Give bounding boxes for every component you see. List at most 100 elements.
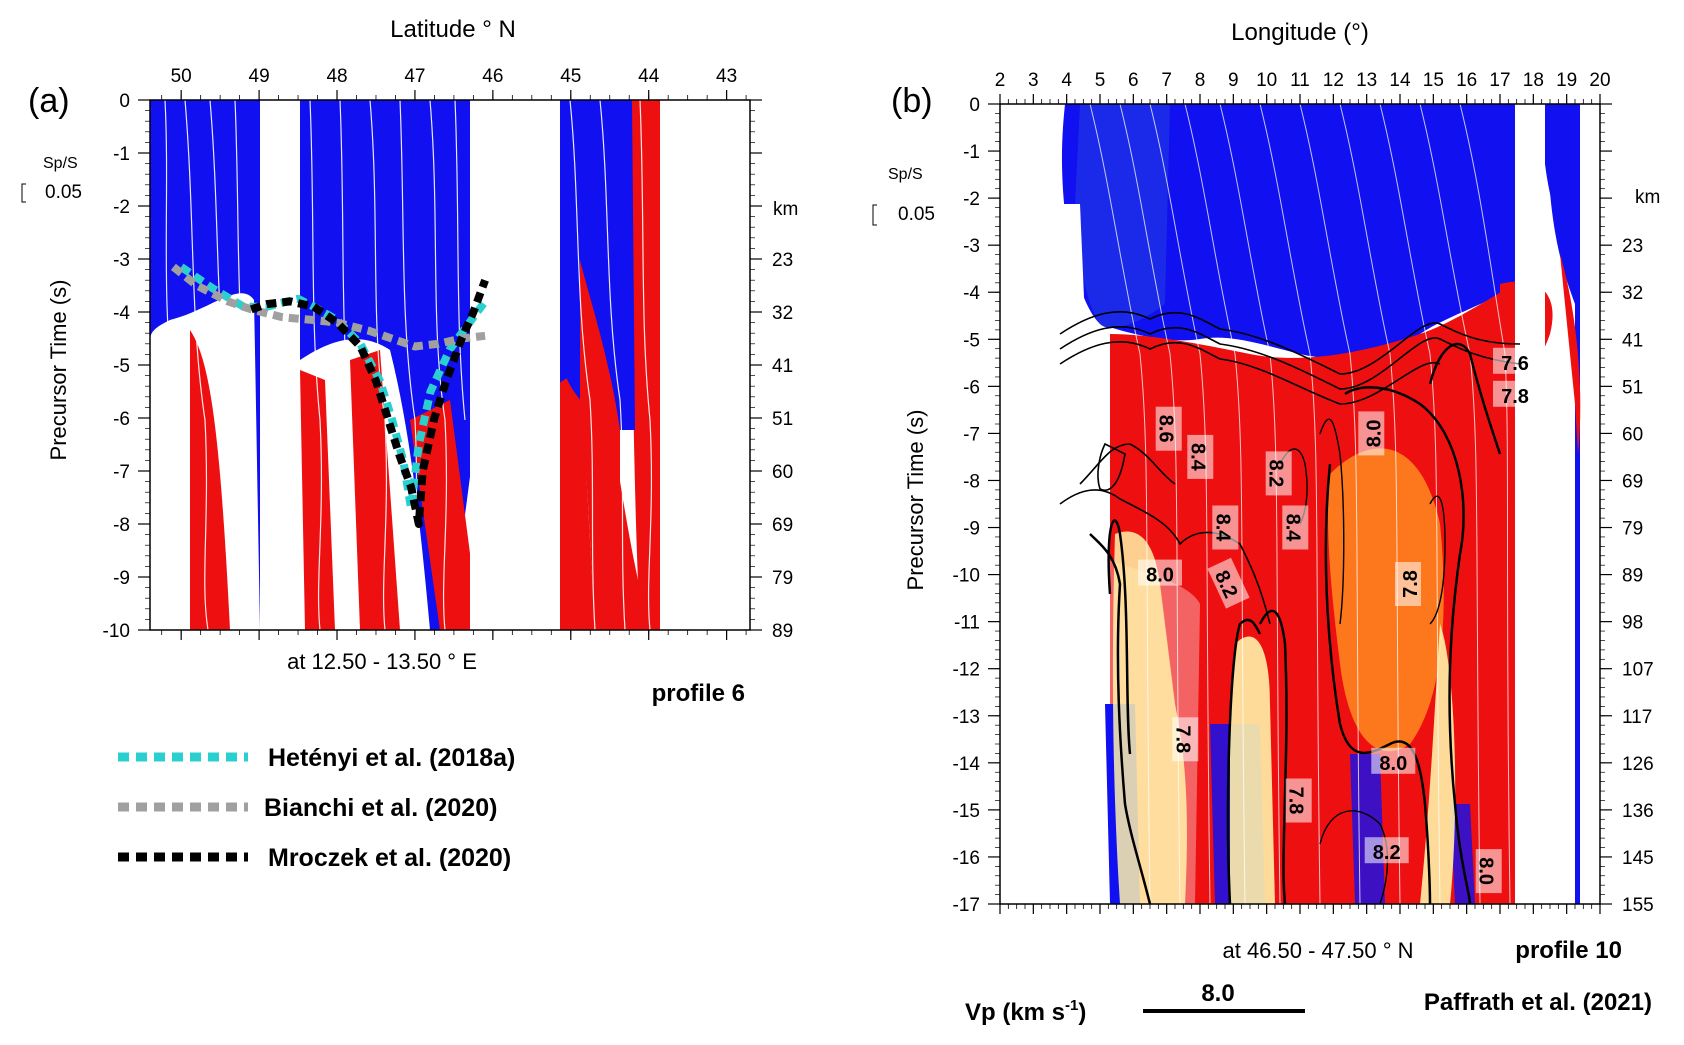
contour-label-bg	[1265, 451, 1292, 496]
x-tick-label: 11	[1290, 70, 1310, 91]
depth-tick-label: 51	[772, 409, 793, 430]
depth-tick-label: 155	[1622, 895, 1654, 916]
contour-label-bg	[1395, 562, 1421, 606]
depth-tick-label: 60	[772, 462, 793, 483]
contour-label-bg	[1364, 837, 1409, 864]
contour-label-bg	[1285, 778, 1312, 823]
contour-label-text: 7.8	[1400, 570, 1422, 598]
depth-tick-label: 23	[772, 250, 793, 271]
y-tick-label: -14	[953, 754, 981, 775]
depth-tick-label: 51	[1622, 377, 1643, 398]
panel-b-y-axis-title: Precursor Time (s)	[903, 410, 928, 591]
contour-label: 8.0	[1358, 411, 1385, 456]
y-tick-label: -12	[953, 660, 980, 681]
panel-a-axes: 50 49 48 47 46 45 44 43 0 -1 -2 -3 -4 -5 -6 -7 -8 -9 -10 23…	[103, 66, 794, 642]
y-tick-label: -3	[113, 250, 130, 271]
panel-b-location-note: at 46.50 - 47.50 ° N	[1222, 938, 1413, 963]
x-tick-label: 3	[1028, 70, 1039, 91]
contour-label-text: 8.4	[1281, 514, 1303, 543]
y-tick-label: -6	[963, 377, 980, 398]
x-tick-label: 15	[1423, 70, 1444, 91]
contour-label: 8.6	[1155, 406, 1182, 451]
y-tick-label: 0	[119, 91, 130, 112]
depth-tick-label: 89	[772, 621, 793, 642]
depth-tick-label: 69	[772, 515, 793, 536]
contour-label-bg	[1493, 347, 1537, 374]
y-tick-label: -5	[113, 356, 130, 377]
panel-b-contour-labels: 7.6 7.8 8.6 8.4 8.2 8.0 8.4 8.4 8.0 8.2 7.8 7.8 7.8 8…	[1138, 347, 1537, 894]
vp-legend-label: Vp (km s-1)	[965, 997, 1086, 1026]
panel-b-scale-value: 0.05	[898, 204, 935, 225]
contour-label-text: 7.8	[1501, 386, 1529, 408]
contour-label-text: 8.2	[1373, 842, 1401, 864]
x-tick-label: 8	[1195, 70, 1206, 91]
contour-label: 8.0	[1138, 559, 1182, 587]
contour-label-text: 8.0	[1379, 753, 1407, 775]
depth-tick-label: 41	[1622, 330, 1643, 351]
x-tick-label: 6	[1128, 70, 1139, 91]
panel-a-depth-unit: km	[773, 199, 798, 220]
panel-b-vp-legend: Vp (km s-1) 8.0	[965, 980, 1305, 1026]
contour-label-bg	[1475, 849, 1502, 894]
panel-a-plot-area	[150, 100, 745, 630]
depth-tick-label: 79	[1622, 519, 1643, 540]
depth-tick-label: 98	[1622, 613, 1643, 634]
panel-b-axes: 2 3 4 5 6 7 8 9 10 11 12 13 14 15 16 17 18 19 200-1-2-3-4-…	[953, 70, 1654, 916]
panel-a-location-note: at 12.50 - 13.50 ° E	[287, 649, 477, 674]
panel-b-profile-label: profile 10	[1515, 937, 1622, 964]
contour-label-bg	[1138, 559, 1182, 586]
panel-b-plot-area: 7.6 7.8 8.6 8.4 8.2 8.0 8.4 8.4 8.0 8.2 7.8 7.8 7.8 8…	[1059, 104, 1581, 904]
x-tick-label: 10	[1256, 70, 1277, 91]
legend-label-hetenyi: Hetényi et al. (2018a)	[268, 744, 515, 772]
contour-label-bg	[1371, 747, 1416, 774]
y-tick-label: -10	[953, 566, 980, 587]
y-tick-label: -1	[963, 142, 980, 163]
y-tick-label: -4	[113, 303, 130, 324]
x-tick-label: 19	[1556, 70, 1577, 91]
y-tick-label: -10	[103, 621, 130, 642]
panel-b-depth-unit: km	[1635, 187, 1660, 208]
y-tick-label: -7	[963, 424, 980, 445]
x-tick-label: 47	[404, 66, 425, 87]
depth-tick-label: 89	[1622, 566, 1643, 587]
contour-label-text: 7.8	[1171, 725, 1193, 753]
legend-label-mroczek: Mroczek et al. (2020)	[268, 844, 511, 872]
depth-tick-label: 136	[1622, 801, 1654, 822]
depth-tick-label: 23	[1622, 236, 1643, 257]
contour-label-text: 8.4	[1186, 443, 1208, 472]
depth-tick-label: 60	[1622, 424, 1643, 445]
series-line-1	[170, 263, 486, 351]
depth-tick-label: 79	[772, 568, 793, 589]
x-tick-label: 7	[1161, 70, 1172, 91]
x-tick-label: 9	[1228, 70, 1239, 91]
panel-a-profile-label: profile 6	[652, 680, 745, 707]
contour-label: 8.0	[1371, 747, 1416, 775]
x-tick-label: 16	[1456, 70, 1477, 91]
x-tick-label: 17	[1489, 70, 1510, 91]
contour-label: 7.8	[1285, 778, 1312, 823]
panel-a-x-axis-title: Latitude ° N	[390, 16, 516, 43]
panel-a-scale-bracket	[21, 183, 26, 203]
panel-a-label: (a)	[28, 82, 70, 120]
y-tick-label: -9	[963, 519, 980, 540]
y-tick-label: -8	[963, 471, 980, 492]
panel-b-scale-bracket	[872, 204, 877, 226]
depth-tick-label: 117	[1622, 707, 1652, 728]
y-tick-label: -2	[113, 197, 130, 218]
y-tick-label: -3	[963, 236, 980, 257]
panel-b-receiver-function-image	[1060, 104, 1581, 904]
contour-label-bg	[1187, 434, 1214, 479]
y-tick-label: -7	[113, 462, 130, 483]
y-tick-label: 0	[969, 95, 980, 116]
x-tick-label: 2	[995, 70, 1006, 91]
contour-label: 8.4	[1211, 505, 1239, 550]
y-tick-label: -4	[963, 283, 980, 304]
contour-label-bg	[1207, 557, 1250, 609]
panel-b-label: (b)	[891, 82, 933, 120]
contour-label: 8.2	[1364, 837, 1409, 864]
panel-a: 50 49 48 47 46 45 44 43 0 -1 -2 -3 -4 -5 -6 -7 -8 -9 -10 23…	[103, 66, 794, 642]
contour-label-bg	[1493, 380, 1537, 407]
contour-label-text: 7.8	[1285, 787, 1307, 815]
depth-tick-label: 145	[1622, 848, 1654, 869]
